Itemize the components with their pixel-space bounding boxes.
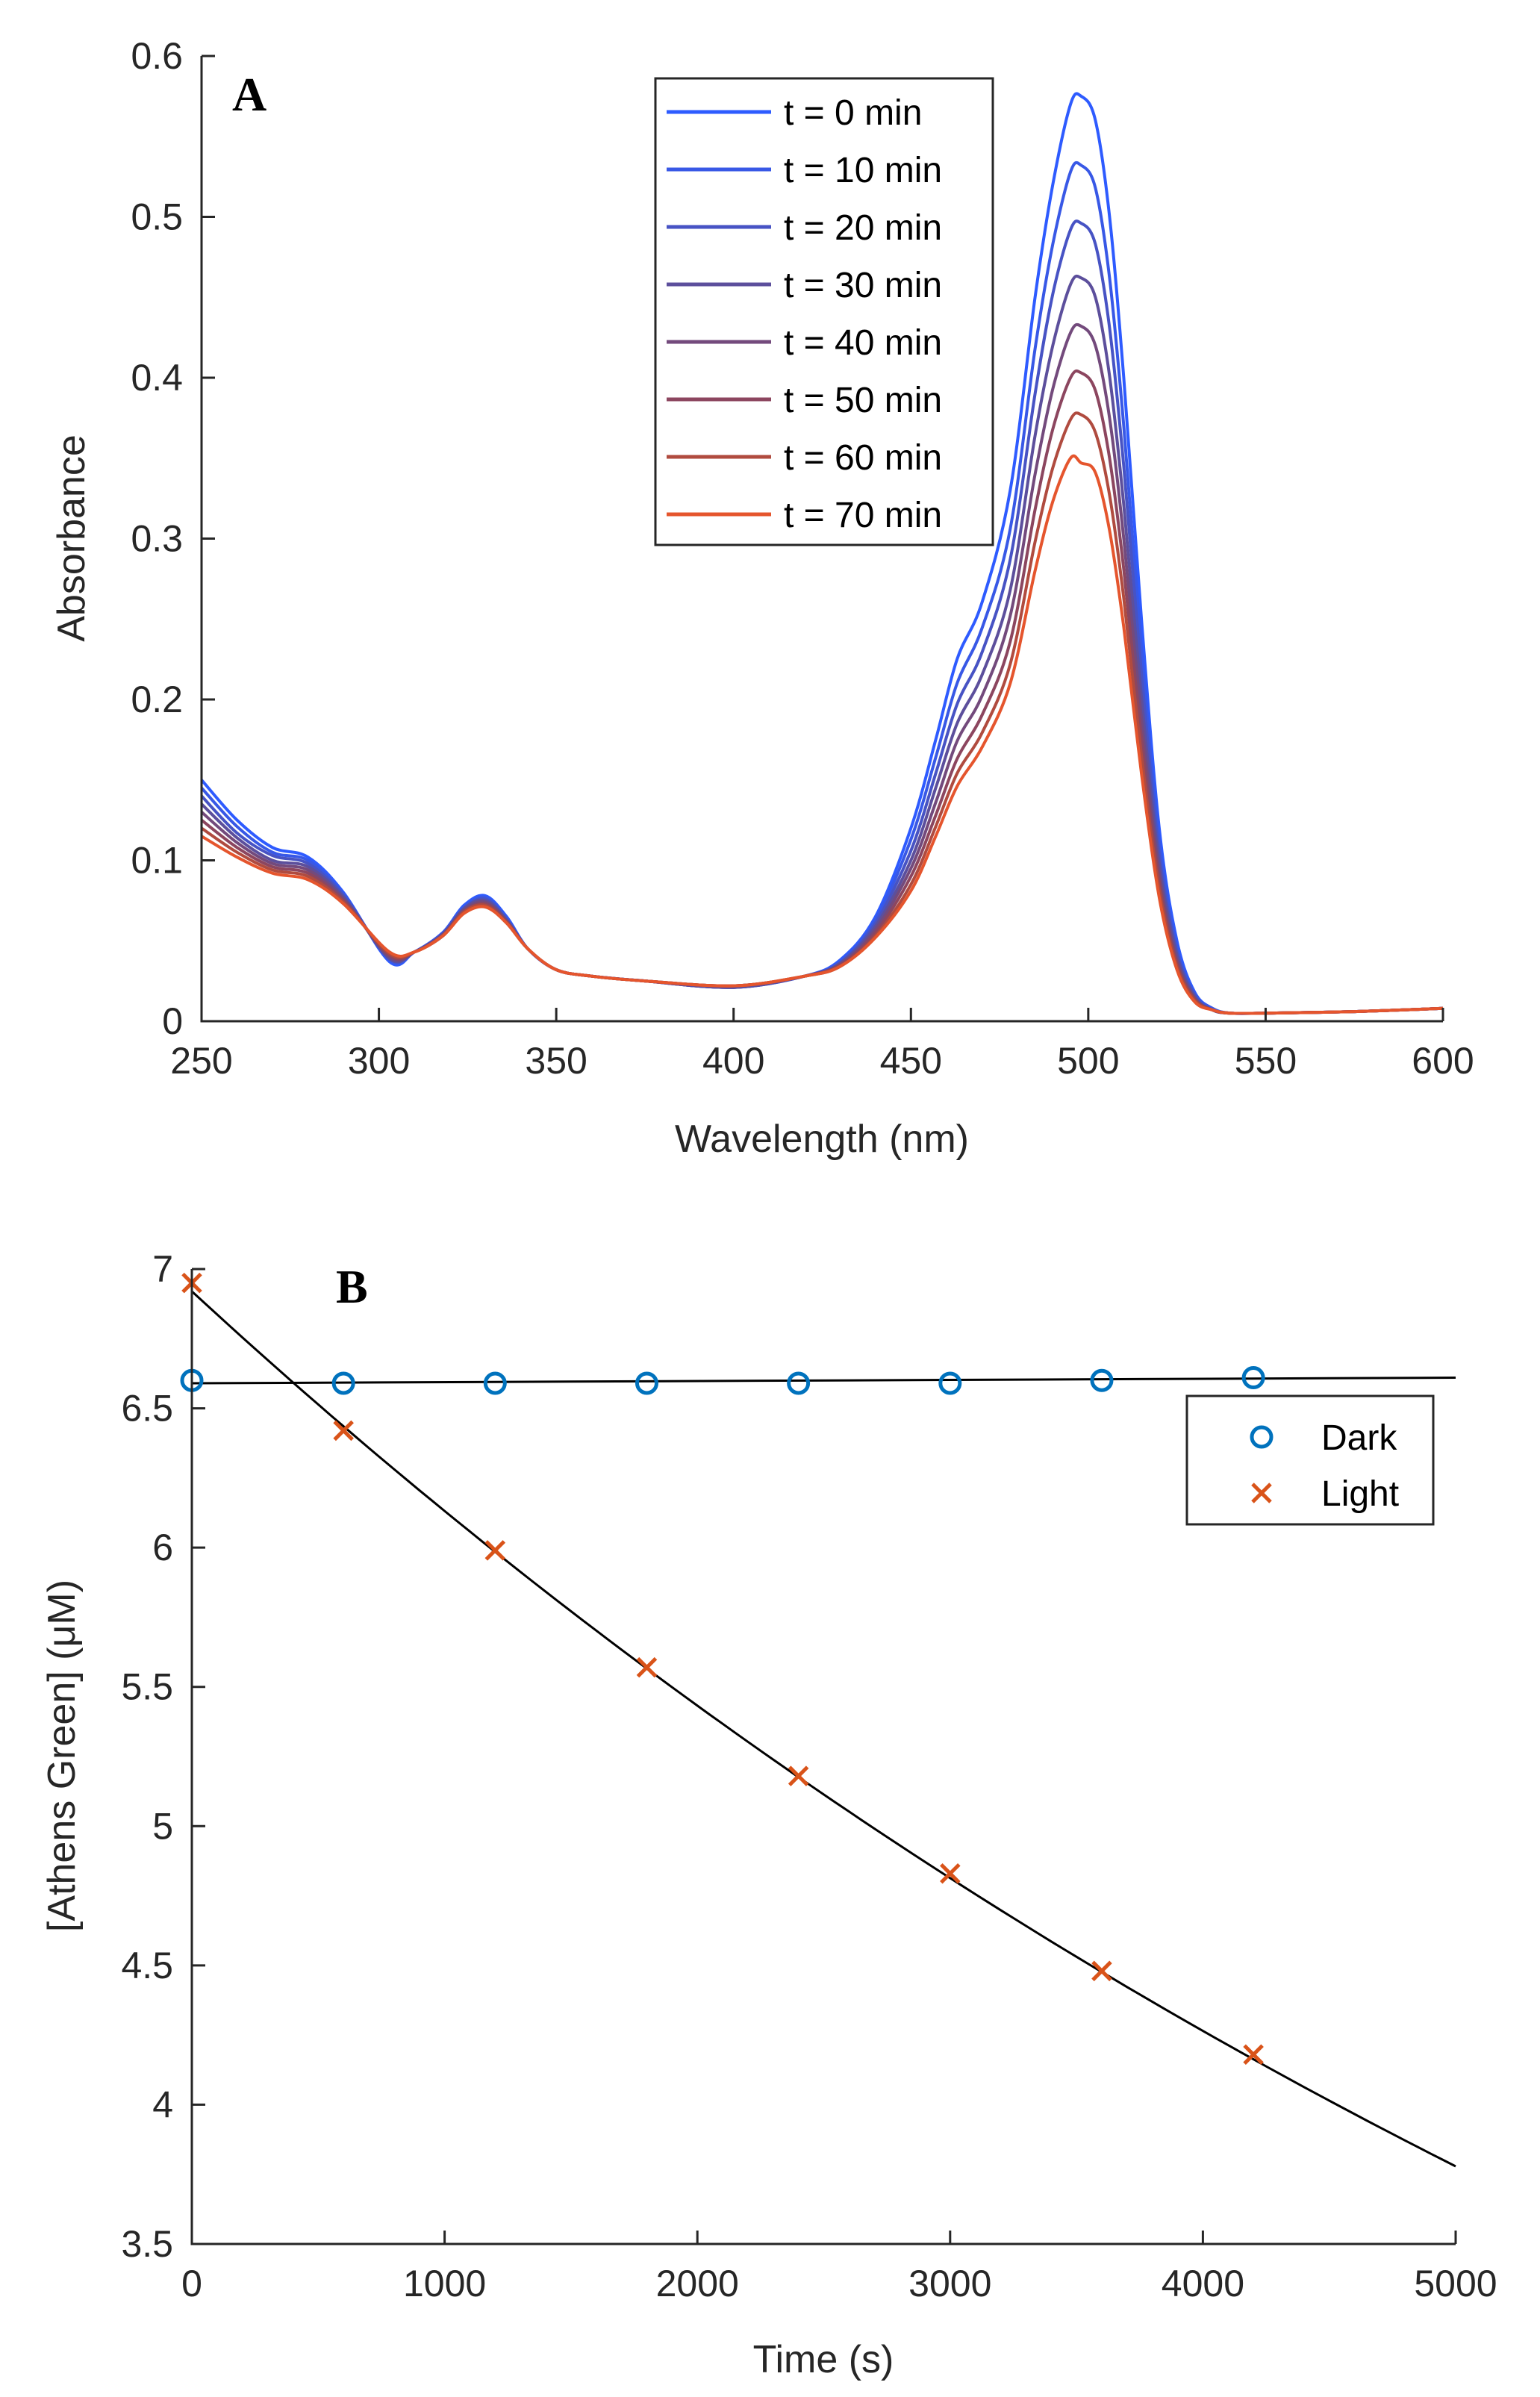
panel-b-x-axis-title: Time (s) <box>753 2338 894 2381</box>
panel-a-x-tick-label: 450 <box>880 1040 942 1082</box>
panel-b-y-ticks: 3.5 4 4.5 5 5.5 6 6.5 7 <box>121 1248 205 2265</box>
panel-b-x-tick-label: 1000 <box>403 2263 486 2304</box>
panel-b-point-dark <box>331 1371 355 1395</box>
panel-a-x-axis-title: Wavelength (nm) <box>675 1118 969 1161</box>
panel-b-y-axis-title: [Athens Green] (μM) <box>40 1580 84 1932</box>
panel-a-y-tick-label: 0 <box>162 1000 183 1042</box>
panel-b-x-tick-label: 5000 <box>1414 2263 1497 2304</box>
panel-b-point-light <box>940 1863 961 1884</box>
panel-b-y-tick-label: 6 <box>152 1527 173 1568</box>
panel-a-label: A <box>232 68 266 121</box>
panel-b-fit-line <box>191 1377 1456 1385</box>
panel-a-series-line <box>200 454 1444 1015</box>
panel-a-legend-label: t = 30 min <box>784 266 942 305</box>
panel-b-y-tick-label: 7 <box>152 1248 173 1290</box>
panel-b-point-dark <box>1090 1368 1114 1392</box>
panel-b-legend-box <box>1185 1394 1435 1526</box>
panel-b-point-light <box>333 1420 354 1441</box>
panel-a: 250 300 350 400 450 500 550 600 0 0.1 0.2 0.3 0.4 0.… <box>50 35 1474 1161</box>
panel-b-y-tick-label: 5.5 <box>121 1666 173 1708</box>
panel-a-x-tick-label: 600 <box>1412 1040 1474 1082</box>
panel-b-point-dark <box>787 1371 811 1395</box>
panel-b-point-light <box>484 1540 506 1561</box>
panel-a-x-tick-label: 350 <box>525 1040 587 1082</box>
panel-b-x-tick-label: 0 <box>181 2263 202 2304</box>
panel-b-legend-marker <box>1251 1483 1272 1503</box>
panel-a-y-ticks: 0 0.1 0.2 0.3 0.4 0.5 0.6 <box>131 35 215 1042</box>
panel-b-point-light <box>1243 2044 1264 2066</box>
panel-a-y-tick-label: 0.3 <box>131 518 183 560</box>
panel-a-y-tick-label: 0.5 <box>131 196 183 238</box>
panel-a-y-tick-label: 0.2 <box>131 679 183 720</box>
panel-a-legend-label: t = 60 min <box>784 438 942 478</box>
panel-a-legend-label: t = 10 min <box>784 151 942 190</box>
panel-b-point-dark <box>483 1371 507 1395</box>
panel-b-legend-marker <box>1250 1425 1274 1449</box>
panel-a-legend-label: t = 40 min <box>784 323 942 363</box>
panel-b-x-tick-label: 3000 <box>908 2263 991 2304</box>
panel-a-legend: t = 0 min t = 10 min t = 20 min t = 30 min t… <box>654 77 994 546</box>
panel-b-y-tick-label: 3.5 <box>121 2223 173 2265</box>
panel-b-legend-label: Dark <box>1321 1418 1397 1458</box>
panel-a-y-axis-title: Absorbance <box>50 434 93 642</box>
panel-b-point-dark <box>635 1371 658 1395</box>
panel-a-y-tick-label: 0.6 <box>131 35 183 77</box>
panel-b-point-light <box>636 1656 658 1678</box>
panel-a-x-ticks: 250 300 350 400 450 500 550 600 <box>170 1008 1474 1082</box>
panel-a-x-tick-label: 250 <box>170 1040 232 1082</box>
panel-a-y-tick-label: 0.1 <box>131 840 183 882</box>
panel-b-legend: Dark Light <box>1185 1394 1435 1526</box>
panel-a-legend-box <box>654 77 994 546</box>
panel-b-x-tick-label: 2000 <box>656 2263 739 2304</box>
panel-a-legend-label: t = 20 min <box>784 208 942 248</box>
panel-b-y-tick-label: 4 <box>152 2083 173 2125</box>
panel-b-y-tick-label: 5 <box>152 1805 173 1847</box>
panel-a-x-tick-label: 400 <box>702 1040 764 1082</box>
panel-b-x-tick-label: 4000 <box>1162 2263 1244 2304</box>
panel-a-x-tick-label: 500 <box>1057 1040 1119 1082</box>
panel-a-y-tick-label: 0.4 <box>131 357 183 399</box>
panel-b: 0 1000 2000 3000 4000 5000 3.5 4 4.5 5 5.5 6 6.5 7 T… <box>40 1248 1497 2381</box>
panel-b-points <box>180 1272 1265 2066</box>
panel-b-fit-line <box>190 1290 1456 2168</box>
panel-b-x-ticks: 0 1000 2000 3000 4000 5000 <box>181 2231 1497 2304</box>
panel-b-y-tick-label: 6.5 <box>121 1388 173 1430</box>
panel-b-point-light <box>788 1765 809 1786</box>
panel-b-y-tick-label: 4.5 <box>121 1945 173 1986</box>
panel-a-legend-label: t = 70 min <box>784 496 942 535</box>
panel-a-x-tick-label: 300 <box>348 1040 410 1082</box>
panel-a-legend-label: t = 0 min <box>784 93 922 133</box>
panel-a-legend-label: t = 50 min <box>784 381 942 420</box>
panel-b-point-dark <box>938 1371 962 1395</box>
panel-a-x-tick-label: 550 <box>1235 1040 1297 1082</box>
panel-b-point-dark <box>1241 1366 1265 1390</box>
panel-b-legend-label: Light <box>1321 1474 1399 1514</box>
panel-b-point-light <box>1091 1960 1112 1982</box>
panel-a-series <box>200 92 1444 1015</box>
panel-b-label: B <box>336 1260 368 1313</box>
